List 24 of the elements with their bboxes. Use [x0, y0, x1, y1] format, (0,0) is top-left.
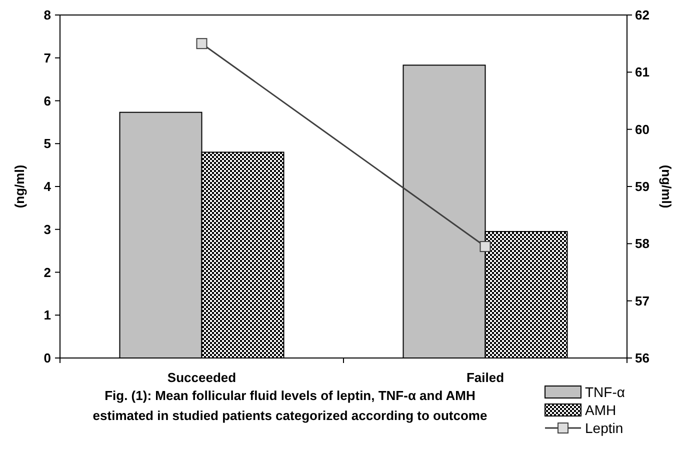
text: Fig. (1): Mean follicular fluid levels of leptin, TNF-α and AMH estimated in studied patients categorized according to outcome: [92, 388, 488, 423]
y2-tick-label: 56: [635, 350, 650, 366]
y2-tick-label: 58: [635, 236, 650, 252]
y-tick-label: 2: [44, 264, 51, 280]
y2-tick-label: 62: [635, 8, 650, 23]
x-tick-label: Failed: [466, 370, 504, 385]
y2-tick-label: 59: [635, 179, 650, 194]
y2-tick-label: 57: [635, 293, 650, 308]
y-tick-label: 5: [44, 136, 51, 152]
x-tick-label: Succeeded: [167, 370, 236, 385]
y-tick-label: 8: [44, 8, 51, 23]
y-tick-label: 3: [44, 222, 51, 237]
y-tick-label: 4: [44, 179, 52, 194]
legend-label: Leptin: [585, 420, 624, 436]
y2-tick-label: 60: [635, 122, 650, 137]
y-tick-label: 0: [44, 350, 51, 366]
y2-tick-label: 61: [635, 64, 650, 80]
y-axis-title: (ng/ml): [12, 164, 27, 208]
y-tick-label: 6: [44, 93, 51, 108]
legend-label: AMH: [585, 402, 616, 418]
y-tick-label: 7: [44, 50, 51, 66]
y2-axis-title: (ng/ml): [659, 164, 674, 208]
legend-label: TNF-α: [585, 384, 625, 400]
y-tick-label: 1: [44, 308, 51, 323]
